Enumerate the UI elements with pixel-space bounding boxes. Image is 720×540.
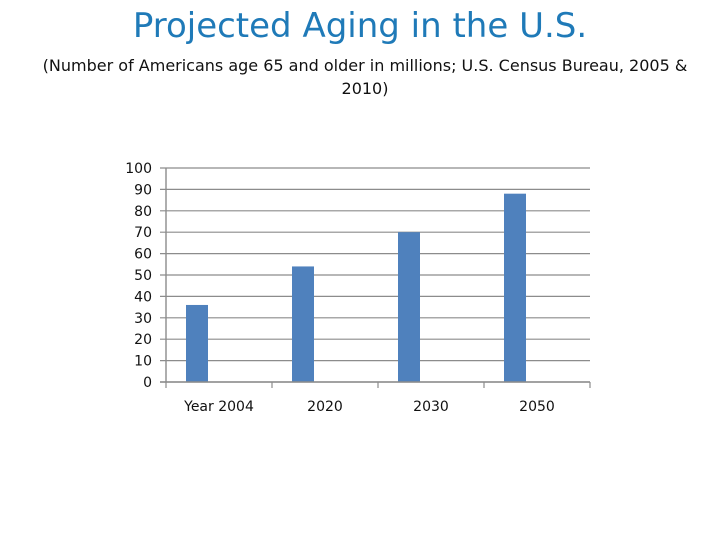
y-tick-label-40: 40 — [134, 289, 152, 305]
axes — [160, 168, 591, 388]
bar-1 — [292, 266, 314, 382]
bar-3 — [504, 193, 526, 382]
x-category-label-3: 2050 — [519, 399, 555, 415]
y-tick-label-10: 10 — [134, 354, 152, 370]
y-tick-label-90: 90 — [134, 182, 152, 198]
y-tick-label-30: 30 — [134, 311, 152, 327]
y-tick-label-60: 60 — [134, 247, 152, 263]
bar-0 — [186, 304, 208, 382]
y-tick-label-80: 80 — [134, 204, 152, 220]
bar-2 — [398, 232, 420, 382]
y-tick-label-0: 0 — [143, 375, 152, 391]
bars — [186, 193, 526, 382]
x-category-label-1: 2020 — [307, 399, 343, 415]
y-tick-label-100: 100 — [125, 161, 152, 177]
y-tick-label-70: 70 — [134, 225, 152, 241]
x-category-label-0: Year 2004 — [183, 399, 254, 415]
y-tick-label-50: 50 — [134, 268, 152, 284]
x-category-label-2: 2030 — [413, 399, 449, 415]
chart-subtitle: (Number of Americans age 65 and older in… — [42, 56, 688, 98]
chart-title: Projected Aging in the U.S. — [132, 6, 588, 46]
y-tick-label-20: 20 — [134, 332, 152, 348]
